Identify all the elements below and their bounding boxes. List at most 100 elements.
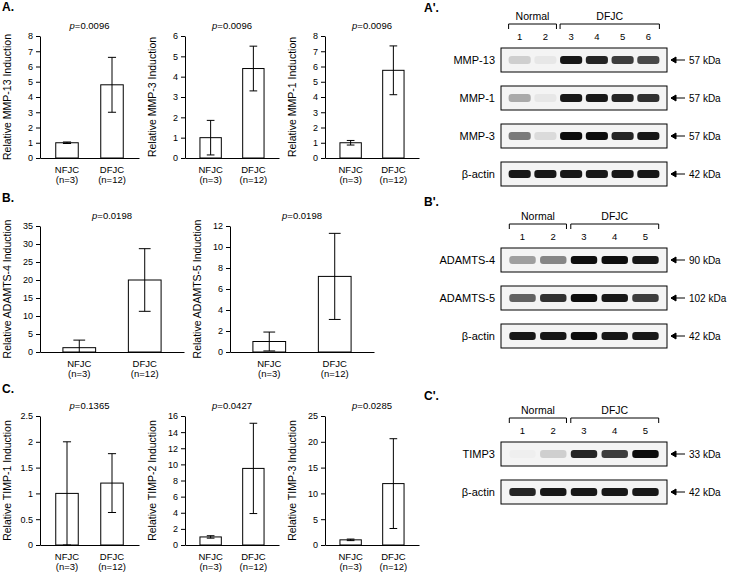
size-label: 90 kDa [689,255,721,266]
size-label: 102 kDa [689,293,727,304]
tick: 0 [28,347,40,357]
category-label-line: (n=12) [321,368,349,379]
tick: 2 [313,123,325,133]
lane-number: 5 [643,425,648,436]
tick-label: 1.5 [20,463,33,473]
tick-mark [226,226,230,227]
band [571,450,597,458]
error-bar [63,142,71,144]
error-bar [73,340,85,352]
y-axis-title: Relative TIMP-2 Induction [146,420,158,541]
tick-mark [36,51,40,52]
tick-label: 20 [308,437,318,447]
tick-mark [226,352,230,353]
bar-chart: 012345678NFJC(n=3)DFJC(n=12)Relative MMP… [286,20,420,185]
tick: DFJC(n=12) [321,358,349,380]
lane-group-bracket [509,24,557,29]
lane-number: 1 [520,231,525,242]
tick: NFJC(n=3) [67,358,91,380]
tick: NFJC(n=3) [55,164,79,186]
tick-mark [36,298,40,299]
tick-label: 1 [173,133,178,143]
band [602,294,628,302]
axis-line [41,352,185,353]
band [612,170,634,178]
tick-mark [36,112,40,113]
x-axis: NFJC(n=3)DFJC(n=12) [41,546,140,573]
tick: 2 [173,524,185,534]
size-label: 57 kDa [689,93,721,104]
tick: 4 [173,72,185,82]
tick-label: 3 [313,108,318,118]
tick-label: 1 [28,138,33,148]
tick: 0 [173,540,185,550]
blot-frame [501,480,667,504]
size-label: 33 kDa [689,449,721,460]
lane-group-label: Normal [521,404,555,416]
tick-mark [321,468,325,469]
lane-group-label: DFJC [596,10,623,22]
band [612,56,634,64]
tick-mark [181,158,185,159]
tick: 4 [28,92,40,102]
tick: DFJC(n=12) [131,358,159,380]
band [540,332,566,340]
category-label-line: NFJC [257,358,281,369]
tick-label: 0 [173,153,178,163]
axis-line [186,158,280,159]
tick-label: 6 [313,62,318,72]
tick-label: 4 [218,305,223,315]
panel-label: A. [2,0,14,14]
tick-mark [321,67,325,68]
tick-mark [36,244,40,245]
tick-label: 5 [313,515,318,525]
axis-line [185,37,186,159]
tick-label: 35 [23,221,33,231]
tick: 3 [28,108,40,118]
category-label: NFJC(n=3) [338,164,362,186]
blot-frame [501,286,667,310]
tick: 10 [308,489,325,499]
y-axis-title: Relative TIMP-3 Induction [286,420,298,541]
plot-marks [253,233,351,352]
tick: 6 [173,492,185,502]
category-label-line: NFJC [198,164,222,175]
band [632,332,658,340]
size-label: 57 kDa [689,131,721,142]
category-label: DFJC(n=12) [131,358,159,380]
lane-number: 4 [612,231,617,242]
tick-label: 10 [213,242,223,252]
band [509,94,531,102]
band [632,488,658,496]
y-axis-title: Relative MMP-3 Induction [146,37,158,157]
error-bar [329,233,341,319]
band [509,332,535,340]
band [534,132,556,140]
row-label: ADAMTS-4 [439,254,495,266]
tick: 4 [313,92,325,102]
lane-number: 3 [581,425,586,436]
tick: NFJC(n=3) [257,358,281,380]
tick-mark [181,416,185,417]
tick-mark [181,56,185,57]
band [612,94,634,102]
category-label-line: NFJC [198,551,222,562]
category-label-line: (n=12) [379,174,407,185]
tick-label: 1 [313,138,318,148]
annotation: p=0.0096 [69,20,110,31]
plot-marks [340,439,404,545]
tick-mark [36,352,40,353]
tick: 10 [213,242,230,252]
tick: 8 [218,263,230,273]
tick-label: 15 [308,463,318,473]
x-axis: NFJC(n=3)DFJC(n=12) [326,159,420,186]
tick: 0 [173,153,185,163]
lane-number: 6 [646,31,651,42]
annotation: p=0.0198 [91,210,132,221]
lane-number: 2 [551,425,556,436]
tick-mark [321,442,325,443]
blot-frame [501,86,667,110]
row-label: MMP-1 [460,92,495,104]
tick-label: 2 [173,113,178,123]
lane-number: 3 [568,31,573,42]
